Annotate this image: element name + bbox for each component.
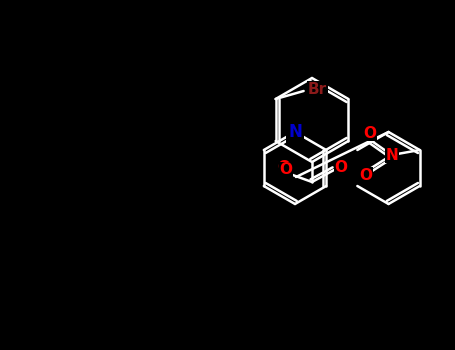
Text: O: O [363, 126, 376, 140]
Text: O: O [278, 161, 290, 175]
Text: O: O [334, 161, 348, 175]
Text: O: O [359, 168, 372, 182]
Text: O: O [279, 162, 293, 177]
Text: N: N [385, 147, 398, 162]
Text: Br: Br [308, 82, 327, 97]
Text: N: N [288, 123, 302, 141]
